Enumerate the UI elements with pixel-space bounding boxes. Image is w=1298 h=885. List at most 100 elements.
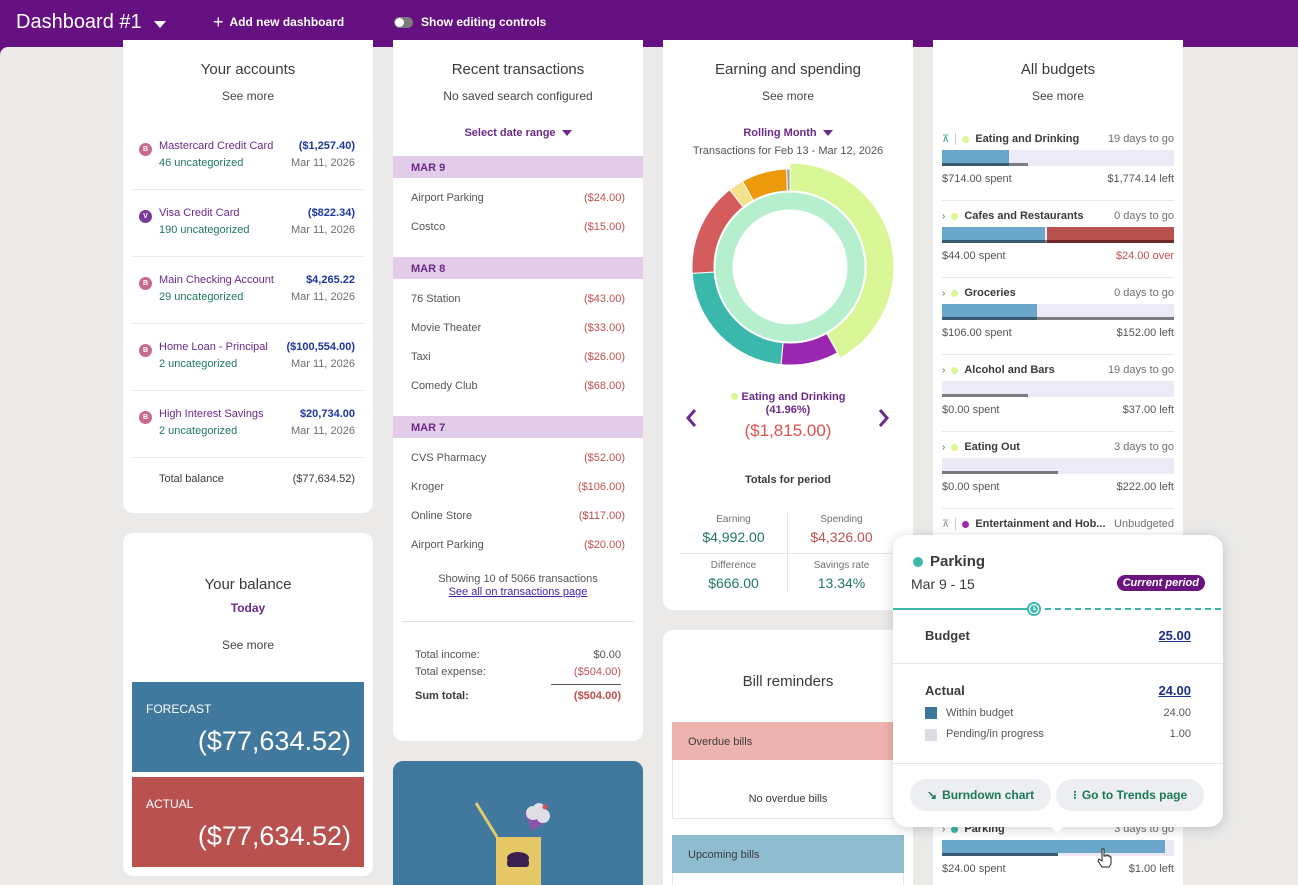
budgets-see-more[interactable]: See more — [1031, 89, 1085, 103]
account-date: Mar 11, 2026 — [290, 358, 355, 370]
transaction-row[interactable]: Taxi ($26.00) — [411, 351, 625, 363]
account-name[interactable]: Mastercard Credit Card — [159, 140, 274, 152]
balance-see-more[interactable]: See more — [221, 638, 275, 652]
spending-label: Spending — [820, 514, 863, 525]
transaction-row[interactable]: Online Store ($117.00) — [411, 510, 625, 522]
account-date: Mar 11, 2026 — [290, 224, 355, 236]
budget-row[interactable]: › Eating Out 3 days to go $0.00 spent $22… — [942, 441, 1174, 496]
burndown-chart-button[interactable]: ↘ Burndown chart — [910, 779, 1052, 811]
forecast-panel: FORECAST ($77,634.52) — [132, 682, 364, 772]
transaction-amount: ($24.00) — [584, 192, 625, 204]
period-dropdown[interactable]: Rolling Month — [663, 127, 913, 139]
inner-ring-earning[interactable] — [715, 192, 865, 342]
budget-row-parking[interactable]: › Parking 3 days to go $24.00 spent $1.0… — [942, 823, 1174, 875]
donut-segment-eating-and-drinking[interactable] — [789, 162, 895, 359]
add-dashboard-button[interactable]: + Add new dashboard — [213, 13, 344, 31]
budget-progress-bar[interactable] — [942, 458, 1174, 474]
transaction-amount: ($33.00) — [584, 322, 625, 334]
budget-progress-bar[interactable] — [942, 150, 1174, 166]
overdue-bills-header[interactable]: Overdue bills — [672, 722, 904, 760]
expand-icon[interactable]: › — [942, 210, 946, 222]
expand-icon[interactable]: › — [942, 364, 946, 376]
corner-accent — [0, 47, 8, 55]
actual-value-link[interactable]: 24.00 — [1158, 683, 1191, 698]
collapse-icon[interactable]: ⊼ — [942, 518, 950, 530]
account-name[interactable]: Main Checking Account — [159, 274, 274, 286]
balance-period[interactable]: Today — [230, 601, 266, 615]
account-item[interactable]: B Home Loan - Principal ($100,554.00) 2 … — [139, 341, 355, 381]
account-name[interactable]: High Interest Savings — [159, 408, 264, 420]
budget-left: $152.00 left — [1116, 327, 1175, 339]
selected-amount: ($1,815.00) — [744, 421, 832, 440]
account-item[interactable]: B Mastercard Credit Card ($1,257.40) 46 … — [139, 140, 355, 180]
budget-over-fill — [1047, 227, 1174, 240]
account-name[interactable]: Home Loan - Principal — [159, 341, 268, 353]
difference-label: Difference — [710, 560, 757, 571]
upcoming-bills-header[interactable]: Upcoming bills — [672, 835, 904, 873]
account-balance: $20,734.00 — [299, 408, 355, 420]
budget-progress-bar[interactable] — [942, 840, 1174, 856]
chevron-left-icon[interactable] — [685, 408, 697, 428]
transaction-row[interactable]: Comedy Club ($68.00) — [411, 380, 625, 392]
budget-spent: $106.00 spent — [942, 327, 1012, 339]
transaction-date-header: MAR 8 — [393, 257, 643, 279]
account-uncategorized[interactable]: 46 uncategorized — [159, 157, 244, 169]
earning-see-more[interactable]: See more — [761, 89, 815, 103]
divider — [132, 189, 364, 190]
pending-label: Pending/in progress — [946, 728, 1044, 740]
donut-segment-gray-category[interactable] — [786, 168, 791, 192]
budget-name: ⊼ Entertainment and Hob... — [942, 518, 1106, 530]
savings-value: 13.34% — [817, 575, 866, 591]
account-item[interactable]: V Visa Credit Card ($822.34) 190 uncateg… — [139, 207, 355, 247]
expand-icon[interactable]: › — [942, 287, 946, 299]
transaction-row[interactable]: Airport Parking ($24.00) — [411, 192, 625, 204]
budget-left: $1,774.14 left — [1107, 173, 1174, 185]
transaction-name: Online Store — [411, 510, 473, 522]
budget-row[interactable]: ⊼ Eating and Drinking 19 days to go $714.… — [942, 133, 1174, 188]
donut-chart[interactable] — [685, 162, 895, 372]
account-name[interactable]: Visa Credit Card — [159, 207, 240, 219]
date-range-dropdown[interactable]: Select date range — [393, 127, 643, 139]
account-uncategorized[interactable]: 2 uncategorized — [159, 425, 238, 437]
budget-days: 0 days to go — [1114, 210, 1174, 222]
account-balance: ($1,257.40) — [298, 140, 355, 152]
budget-row-unbudgeted[interactable]: ⊼ Entertainment and Hob... Unbudgeted — [942, 518, 1174, 534]
earning-label: Earning — [716, 514, 751, 525]
expand-icon[interactable]: › — [942, 823, 946, 835]
transaction-row[interactable]: Airport Parking ($20.00) — [411, 539, 625, 551]
upcoming-bills-body — [672, 873, 904, 885]
transaction-row[interactable]: Kroger ($106.00) — [411, 481, 625, 493]
chevron-right-icon[interactable] — [878, 408, 890, 428]
budget-progress-bar[interactable] — [942, 227, 1174, 243]
toggle-switch[interactable] — [394, 16, 413, 28]
transaction-row[interactable]: 76 Station ($43.00) — [411, 293, 625, 305]
divider — [942, 200, 1174, 201]
account-uncategorized[interactable]: 2 uncategorized — [159, 358, 238, 370]
budget-row[interactable]: › Groceries 0 days to go $106.00 spent $1… — [942, 287, 1174, 342]
actual-value: ($77,634.52) — [197, 821, 351, 851]
transaction-row[interactable]: Costco ($15.00) — [411, 221, 625, 233]
see-all-transactions-link[interactable]: See all on transactions page — [448, 586, 588, 598]
budget-progress-bar[interactable] — [942, 381, 1174, 397]
budget-row[interactable]: › Cafes and Restaurants 0 days to go $44.… — [942, 210, 1174, 265]
sum-total-value: ($504.00) — [573, 690, 621, 702]
transaction-row[interactable]: Movie Theater ($33.00) — [411, 322, 625, 334]
accounts-see-more[interactable]: See more — [221, 89, 275, 103]
balance-title: Your balance — [204, 576, 292, 593]
trends-page-button[interactable]: ⁝ Go to Trends page — [1056, 779, 1205, 811]
top-bar: Dashboard #1 + Add new dashboard Show ed… — [0, 0, 1298, 47]
budget-value-link[interactable]: 25.00 — [1158, 628, 1191, 643]
transaction-amount: ($106.00) — [577, 481, 625, 493]
transaction-row[interactable]: CVS Pharmacy ($52.00) — [411, 452, 625, 464]
dashboard-selector[interactable]: Dashboard #1 — [16, 11, 166, 34]
collapse-icon[interactable]: ⊼ — [942, 133, 950, 145]
editing-controls-toggle[interactable]: Show editing controls — [394, 15, 546, 29]
budget-progress-bar[interactable] — [942, 304, 1174, 320]
account-item[interactable]: B High Interest Savings $20,734.00 2 unc… — [139, 408, 355, 448]
budget-row[interactable]: › Alcohol and Bars 19 days to go $0.00 sp… — [942, 364, 1174, 419]
expand-icon[interactable]: › — [942, 441, 946, 453]
account-item[interactable]: B Main Checking Account $4,265.22 29 unc… — [139, 274, 355, 314]
account-uncategorized[interactable]: 190 uncategorized — [159, 224, 250, 236]
selected-percent: (41.96%) — [765, 404, 811, 416]
account-uncategorized[interactable]: 29 uncategorized — [159, 291, 244, 303]
